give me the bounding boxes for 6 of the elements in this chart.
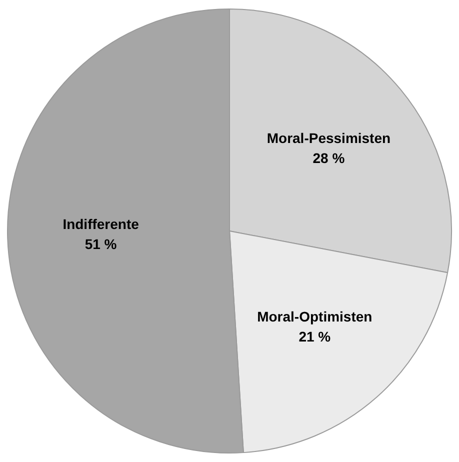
data-label: 21 % (298, 328, 332, 344)
slice-label: Moral-Optimisten (257, 308, 372, 324)
slice-label: Moral-Pessimisten (266, 130, 391, 146)
data-label: 51 % (84, 236, 118, 252)
data-label: 28 % (312, 150, 346, 166)
slice-label: Indifferente (62, 216, 140, 232)
